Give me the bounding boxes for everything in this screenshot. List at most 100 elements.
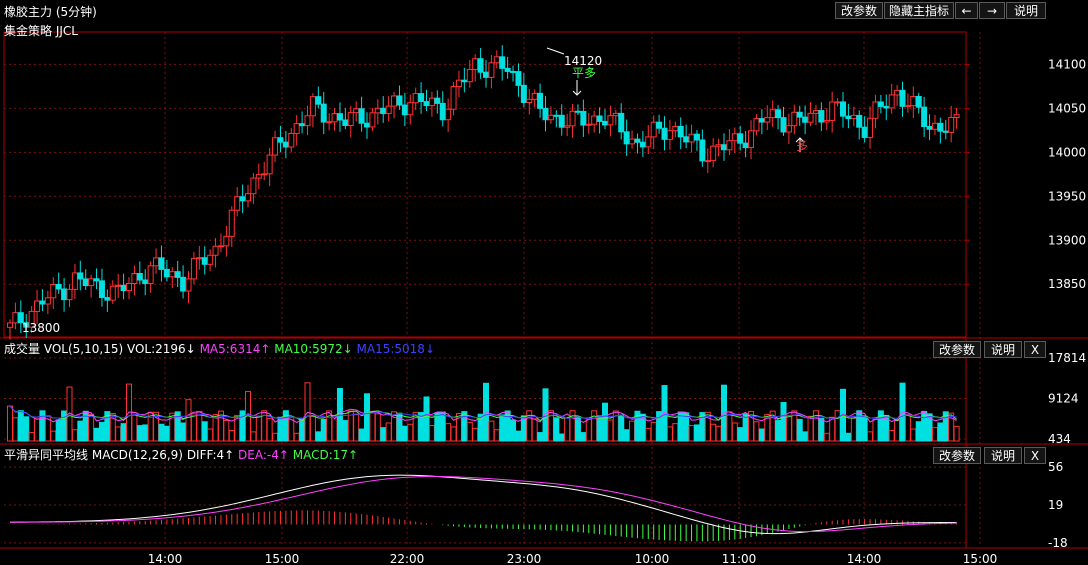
hide-main-indicator-button[interactable]: 隐藏主指标 <box>884 2 954 19</box>
volume-bar <box>239 410 246 442</box>
macd-params-button[interactable]: 改参数 <box>933 447 981 464</box>
volume-axis-label: 9124 <box>1048 391 1079 405</box>
candle-body <box>136 272 143 281</box>
volume-bar <box>591 410 598 442</box>
volume-bar <box>115 426 122 442</box>
macd-axis-label: 19 <box>1048 498 1063 512</box>
candle-body <box>77 272 84 280</box>
candle-body <box>364 122 370 128</box>
volume-bar <box>861 415 868 442</box>
params-button[interactable]: 改参数 <box>835 2 883 19</box>
candle-body <box>867 117 874 138</box>
volume-indicator: VOL(5,10,15) <box>43 342 124 356</box>
volume-bar <box>867 431 874 442</box>
volume-bar <box>385 422 392 442</box>
volume-legend: 成交量 VOL(5,10,15) VOL:2196↓ MA5:6314↑ MA1… <box>4 340 435 357</box>
volume-bar <box>553 417 560 442</box>
next-arrow-button[interactable]: → <box>979 2 1005 19</box>
volume-bar <box>715 425 722 442</box>
candle-body <box>499 56 506 69</box>
volume-bar <box>850 417 857 442</box>
volume-bar <box>196 410 203 442</box>
candle-body <box>461 79 468 83</box>
volume-help-button[interactable]: 说明 <box>984 341 1022 358</box>
volume-bar <box>499 414 506 442</box>
candle-body <box>742 142 749 149</box>
candle-body <box>272 137 279 156</box>
volume-bar <box>780 401 787 442</box>
volume-bar <box>320 418 327 442</box>
candle-body <box>374 107 381 114</box>
macd-close-button[interactable]: X <box>1024 447 1046 464</box>
volume-bar <box>136 425 143 442</box>
prev-arrow-button[interactable]: ← <box>955 2 978 19</box>
high-price-label: 14120 <box>564 54 602 68</box>
candle-body <box>547 114 554 121</box>
candle-body <box>131 272 138 285</box>
volume-bar <box>228 429 235 442</box>
candle-body <box>612 112 619 117</box>
volume-bar <box>120 423 127 442</box>
volume-bar <box>304 382 311 442</box>
candle-body <box>650 121 657 138</box>
candle-body <box>98 280 105 299</box>
candle-body <box>531 92 538 100</box>
volume-bar <box>185 399 192 442</box>
candle-body <box>104 297 111 301</box>
candle-body <box>861 126 868 138</box>
volume-bar <box>542 388 549 442</box>
candle-body <box>180 276 187 292</box>
candle-body <box>309 96 316 117</box>
candle-body <box>580 110 587 126</box>
candle-body <box>661 127 668 140</box>
volume-ma15-line <box>9 405 957 419</box>
macd-value: MACD:17↑ <box>292 448 359 462</box>
help-button[interactable]: 说明 <box>1006 2 1046 19</box>
candle-body <box>223 235 230 247</box>
volume-bar <box>623 429 630 442</box>
candle-body <box>639 141 646 148</box>
volume-bar <box>380 427 387 442</box>
volume-bar <box>829 416 836 442</box>
volume-bar <box>255 415 262 442</box>
candle-body <box>396 95 403 106</box>
volume-bar <box>439 411 446 442</box>
candle-body <box>217 245 224 248</box>
macd-axis-label: -18 <box>1048 536 1068 550</box>
candle-body <box>212 245 219 256</box>
candle-body <box>445 108 452 121</box>
candle-body <box>228 209 235 237</box>
candle-body <box>12 312 19 324</box>
candle-body <box>883 105 890 109</box>
candle-body <box>688 133 695 143</box>
candle-body <box>645 136 652 148</box>
volume-bar <box>753 421 760 442</box>
volume-ma5-line <box>9 405 957 423</box>
time-axis-label: 15:00 <box>265 552 300 565</box>
candle-body <box>775 109 782 119</box>
volume-params-button[interactable]: 改参数 <box>933 341 981 358</box>
volume-bar <box>77 420 84 442</box>
volume-bar <box>266 417 273 442</box>
price-axis-label: 13850 <box>1048 277 1086 291</box>
candle-body <box>455 79 462 88</box>
price-axis-label: 14000 <box>1048 145 1086 159</box>
candle-body <box>126 283 132 292</box>
volume-bar <box>737 427 744 442</box>
candle-body <box>66 288 73 301</box>
volume-close-button[interactable]: X <box>1024 341 1046 358</box>
candle-body <box>888 94 895 109</box>
volume-bar <box>288 416 295 442</box>
volume-bar <box>531 418 538 442</box>
candle-body <box>44 297 51 305</box>
macd-legend: 平滑异同平均线 MACD(12,26,9) DIFF:4↑ DEA:-4↑ MA… <box>4 446 358 463</box>
candle-body <box>261 173 268 176</box>
candle-body <box>683 136 690 143</box>
candle-body <box>731 133 738 142</box>
volume-bar <box>785 414 792 442</box>
macd-help-button[interactable]: 说明 <box>984 447 1022 464</box>
candle-body <box>55 283 62 290</box>
volume-bar <box>401 425 408 442</box>
volume-bar <box>672 423 679 442</box>
